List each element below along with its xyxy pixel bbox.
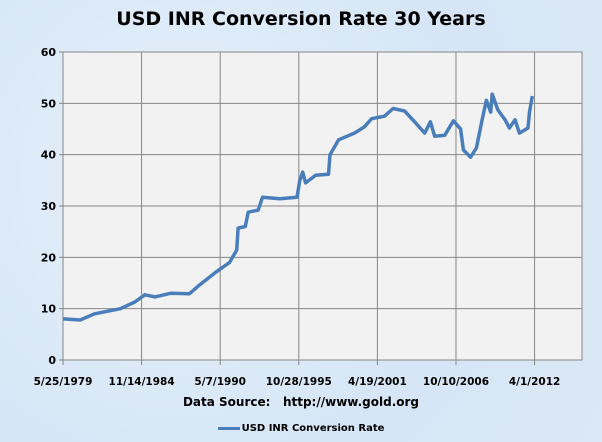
y-tick-label: 50 [41,97,57,110]
x-tick-label: 10/10/2006 [423,376,489,388]
y-tick-label: 0 [48,354,56,367]
x-tick-label: 4/19/2001 [348,376,407,388]
x-tick-label: 10/28/1995 [266,376,332,388]
x-tick-label: 5/7/1990 [194,376,246,388]
x-tick-label: 11/14/1984 [109,376,175,388]
y-tick-label: 30 [41,200,57,213]
y-tick-label: 10 [41,303,57,316]
x-tick-label: 5/25/1979 [34,376,93,388]
legend-label: USD INR Conversion Rate [241,423,385,434]
x-tick-label: 4/1/2012 [509,376,561,388]
legend: USD INR Conversion Rate [0,423,602,434]
y-tick-label: 20 [41,251,57,264]
x-axis-label: Data Source: http://www.gold.org [182,395,420,409]
legend-swatch [217,426,240,430]
y-tick-label: 40 [41,149,57,162]
y-tick-label: 60 [41,46,57,59]
chart-title: USD INR Conversion Rate 30 Years [116,8,486,30]
